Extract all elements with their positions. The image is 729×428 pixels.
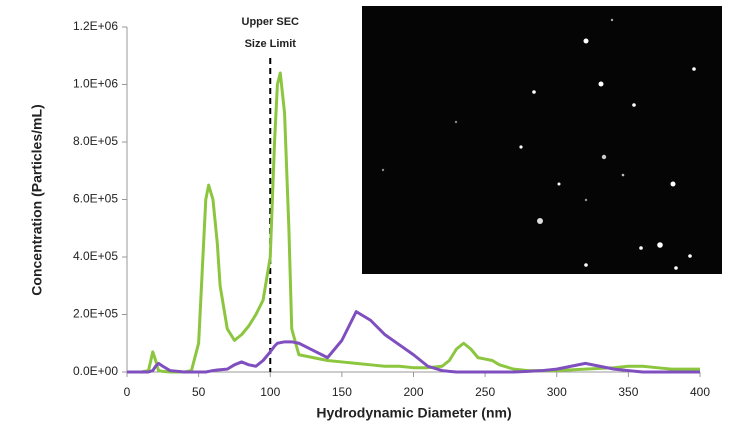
y-tick-label: 8.0E+05 — [73, 134, 118, 148]
x-tick-label: 350 — [618, 385, 638, 399]
annotation: Size Limit — [245, 38, 297, 50]
y-tick-label: 2.0E+05 — [73, 307, 118, 321]
inset-image — [362, 6, 722, 274]
x-axis-title: Hydrodynamic Diameter (nm) — [316, 405, 511, 421]
x-tick-label: 300 — [547, 385, 567, 399]
x-tick-label: 250 — [475, 385, 495, 399]
y-tick-label: 1.2E+06 — [73, 19, 118, 33]
y-tick-label: 6.0E+05 — [73, 192, 118, 206]
x-tick-label: 100 — [260, 385, 280, 399]
y-tick-label: 1.0E+06 — [73, 77, 118, 91]
y-axis-title: Concentration (Particles/mL) — [29, 104, 45, 295]
x-tick-label: 200 — [403, 385, 423, 399]
x-tick-label: 0 — [124, 385, 131, 399]
y-tick-label: 0.0E+00 — [73, 364, 118, 378]
x-tick-label: 50 — [192, 385, 206, 399]
x-tick-label: 150 — [332, 385, 352, 399]
annotation: Upper SEC — [242, 16, 300, 28]
x-tick-label: 400 — [690, 385, 710, 399]
y-tick-label: 4.0E+05 — [73, 249, 118, 263]
series-line — [127, 310, 700, 374]
